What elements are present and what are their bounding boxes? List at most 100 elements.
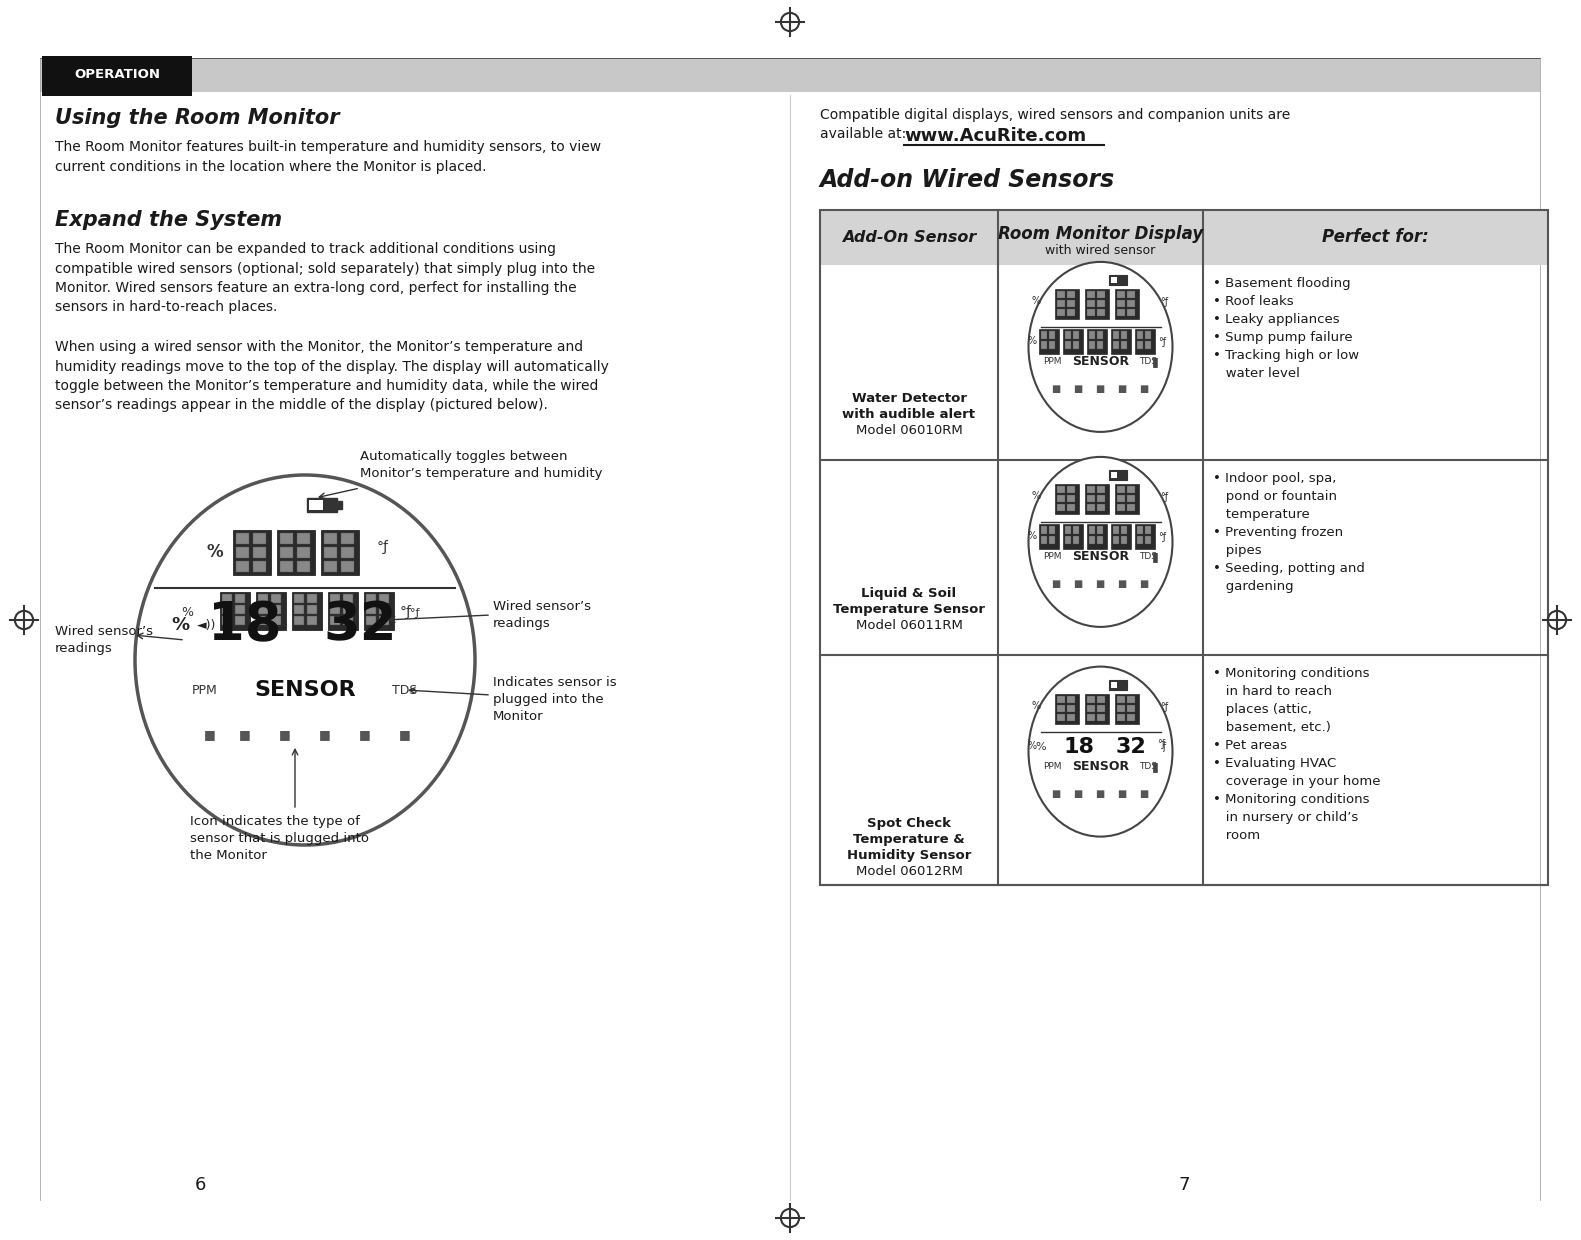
- Bar: [253, 533, 266, 544]
- Bar: [1135, 329, 1154, 353]
- Text: ■: ■: [1138, 789, 1148, 799]
- Text: Perfect for:: Perfect for:: [1322, 228, 1429, 247]
- Text: Temperature Sensor: Temperature Sensor: [833, 603, 985, 616]
- Bar: [221, 594, 232, 603]
- Text: SENSOR: SENSOR: [1072, 356, 1129, 368]
- Text: %: %: [1028, 740, 1037, 750]
- Text: °ƒ: °ƒ: [1159, 532, 1167, 542]
- Bar: [1097, 745, 1102, 754]
- Text: ■: ■: [1096, 789, 1104, 799]
- Bar: [1115, 484, 1138, 513]
- Text: Model 06011RM: Model 06011RM: [855, 619, 963, 632]
- Bar: [1121, 341, 1127, 348]
- Bar: [294, 594, 304, 603]
- Text: PPM: PPM: [1043, 552, 1062, 562]
- Bar: [258, 616, 269, 625]
- Bar: [1056, 495, 1064, 502]
- Bar: [1072, 331, 1078, 339]
- Text: 32: 32: [1115, 737, 1146, 756]
- Bar: [1113, 526, 1118, 534]
- Text: Add-on Wired Sensors: Add-on Wired Sensors: [821, 167, 1115, 192]
- Bar: [1088, 536, 1094, 544]
- Text: • Monitoring conditions
   in hard to reach
   places (attic,
   basement, etc.): • Monitoring conditions in hard to reach…: [1213, 667, 1380, 842]
- Text: Automatically toggles between
Monitor’s temperature and humidity: Automatically toggles between Monitor’s …: [360, 450, 602, 480]
- Bar: [1097, 735, 1102, 744]
- Bar: [1116, 696, 1124, 703]
- Bar: [236, 605, 245, 614]
- Bar: [1110, 329, 1130, 353]
- Text: %: %: [1032, 296, 1040, 306]
- Bar: [1121, 331, 1127, 339]
- Text: ■: ■: [239, 729, 251, 742]
- Bar: [365, 594, 376, 603]
- Bar: [1097, 331, 1102, 339]
- Text: TDS: TDS: [1140, 763, 1157, 771]
- Text: %: %: [1036, 742, 1045, 751]
- Bar: [307, 594, 318, 603]
- Bar: [1145, 526, 1151, 534]
- Text: Temperature &: Temperature &: [854, 833, 964, 846]
- Bar: [258, 605, 269, 614]
- Text: ■: ■: [1073, 384, 1081, 394]
- Bar: [1067, 309, 1075, 316]
- Text: ▮: ▮: [1153, 760, 1159, 773]
- Text: °ƒ: °ƒ: [400, 605, 413, 619]
- Text: with audible alert: with audible alert: [843, 408, 975, 422]
- Text: °ƒ: °ƒ: [1160, 296, 1168, 306]
- Bar: [1110, 277, 1116, 283]
- Bar: [1085, 693, 1108, 724]
- Bar: [1086, 495, 1094, 502]
- Bar: [1086, 309, 1094, 316]
- Bar: [1056, 309, 1064, 316]
- Bar: [1067, 300, 1075, 306]
- Text: ■: ■: [398, 729, 411, 742]
- Text: TDS: TDS: [1140, 552, 1157, 562]
- Bar: [327, 591, 357, 630]
- Bar: [1086, 734, 1107, 759]
- Bar: [365, 616, 376, 625]
- Bar: [1127, 503, 1135, 511]
- Bar: [294, 605, 304, 614]
- Bar: [1110, 682, 1116, 688]
- Text: SENSOR: SENSOR: [1072, 551, 1129, 563]
- Bar: [307, 616, 318, 625]
- Bar: [1113, 536, 1118, 544]
- Bar: [1116, 704, 1124, 712]
- Ellipse shape: [134, 475, 474, 844]
- Bar: [1048, 526, 1055, 534]
- Bar: [1137, 536, 1143, 544]
- Text: Liquid & Soil: Liquid & Soil: [862, 587, 957, 600]
- Bar: [1127, 495, 1135, 502]
- Bar: [379, 594, 389, 603]
- Bar: [270, 605, 281, 614]
- Bar: [1056, 300, 1064, 306]
- Bar: [1086, 713, 1094, 720]
- Text: ■: ■: [1051, 789, 1061, 799]
- Bar: [1064, 331, 1070, 339]
- Bar: [1137, 331, 1143, 339]
- Bar: [1115, 289, 1138, 319]
- Bar: [1137, 341, 1143, 348]
- Text: ■: ■: [1096, 579, 1104, 589]
- Bar: [1097, 495, 1105, 502]
- Bar: [1064, 536, 1070, 544]
- Bar: [1127, 704, 1135, 712]
- Text: %: %: [1028, 531, 1037, 541]
- Bar: [270, 594, 281, 603]
- Bar: [324, 547, 337, 558]
- Bar: [1137, 735, 1143, 744]
- Bar: [236, 533, 248, 544]
- Bar: [1108, 470, 1127, 480]
- Bar: [321, 529, 359, 575]
- Bar: [1064, 735, 1070, 744]
- Text: ■: ■: [1073, 579, 1081, 589]
- Bar: [297, 547, 310, 558]
- Bar: [236, 594, 245, 603]
- Bar: [379, 605, 389, 614]
- Bar: [1040, 526, 1047, 534]
- Text: ■: ■: [1116, 789, 1126, 799]
- Bar: [1072, 536, 1078, 544]
- Text: 18: 18: [1062, 737, 1094, 756]
- Bar: [1040, 735, 1047, 744]
- Bar: [1115, 693, 1138, 724]
